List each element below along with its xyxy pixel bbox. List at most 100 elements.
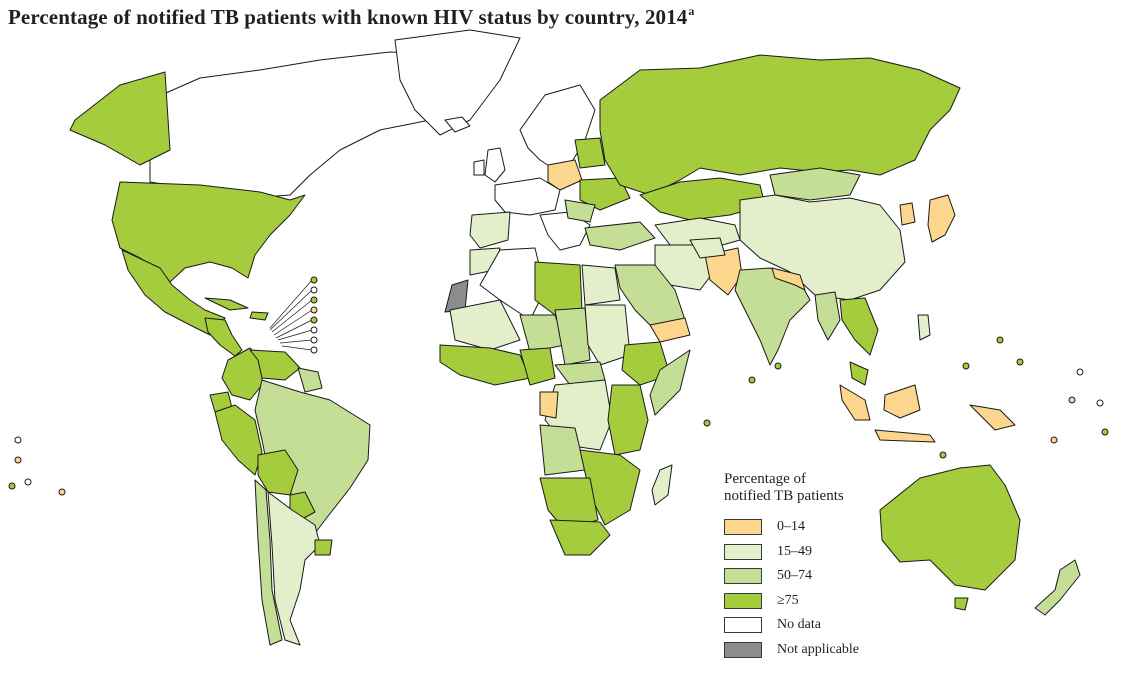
tasmania[interactable] [954, 597, 969, 611]
romania[interactable] [564, 199, 596, 223]
chad[interactable] [554, 307, 591, 366]
madagascar[interactable] [651, 464, 673, 506]
legend-label: 50–74 [777, 568, 812, 584]
greenland[interactable] [394, 29, 521, 136]
spain-portugal[interactable] [469, 211, 511, 249]
legend-swatch [724, 519, 762, 536]
central-america[interactable] [204, 317, 243, 357]
philippines[interactable] [917, 314, 931, 341]
island-marker[interactable] [1050, 436, 1058, 444]
callout-marker[interactable] [310, 276, 318, 284]
legend-title: Percentage of notified TB patients [724, 471, 944, 505]
callout-marker[interactable] [310, 286, 318, 294]
yemen-oman[interactable] [649, 317, 691, 343]
island-marker[interactable] [1101, 428, 1109, 436]
java[interactable] [874, 429, 936, 443]
caribbean-callouts [269, 279, 313, 351]
peru[interactable] [214, 404, 263, 476]
china[interactable] [739, 194, 906, 301]
iceland[interactable] [444, 116, 471, 133]
mongolia[interactable] [769, 167, 861, 201]
legend-item-75-plus: ≥75 [724, 589, 944, 614]
island-marker[interactable] [58, 488, 66, 496]
kenya-tanzania[interactable] [607, 384, 649, 456]
argentina[interactable] [267, 491, 321, 646]
callout-marker[interactable] [310, 346, 318, 354]
egypt[interactable] [581, 264, 621, 306]
nepal-bangladesh[interactable] [771, 267, 806, 291]
callout-marker[interactable] [310, 336, 318, 344]
legend-label: Not applicable [777, 641, 860, 657]
somalia[interactable] [649, 349, 691, 416]
mauritania-mali[interactable] [449, 299, 521, 351]
russia[interactable] [599, 54, 961, 196]
gabon[interactable] [539, 391, 559, 419]
callout-marker[interactable] [310, 326, 318, 334]
island-marker[interactable] [24, 478, 32, 486]
nigeria[interactable] [519, 347, 556, 386]
callout-marker[interactable] [310, 306, 318, 314]
sudan[interactable] [584, 304, 631, 366]
uruguay[interactable] [314, 539, 333, 556]
legend-swatch [724, 592, 762, 609]
japan[interactable] [927, 194, 956, 243]
new-zealand[interactable] [1034, 559, 1081, 616]
callout-marker[interactable] [310, 296, 318, 304]
cuba[interactable] [204, 297, 249, 311]
united-kingdom[interactable] [484, 147, 506, 183]
western-europe[interactable] [494, 177, 561, 216]
belarus-baltics[interactable] [574, 137, 606, 169]
island-marker[interactable] [1068, 396, 1076, 404]
island-marker[interactable] [962, 362, 970, 370]
legend-label: ≥75 [777, 592, 799, 608]
thailand-indochina[interactable] [839, 297, 879, 356]
chile[interactable] [254, 479, 283, 646]
turkey[interactable] [584, 221, 656, 251]
legend-title-line2: notified TB patients [724, 488, 844, 504]
legend-item-15-49: 15–49 [724, 540, 944, 565]
indonesia[interactable] [839, 384, 871, 421]
poland[interactable] [547, 159, 583, 191]
legend-swatch [724, 617, 762, 634]
myanmar[interactable] [814, 291, 841, 341]
island-marker[interactable] [1076, 368, 1084, 376]
island-marker[interactable] [1096, 399, 1104, 407]
alaska[interactable] [69, 71, 171, 166]
island-marker[interactable] [703, 419, 711, 427]
malaysia[interactable] [849, 361, 869, 386]
legend-item-not-applicable: Not applicable [724, 638, 944, 663]
australia[interactable] [879, 464, 1021, 591]
afghanistan[interactable] [689, 237, 726, 259]
brazil[interactable] [254, 379, 371, 541]
callout-marker[interactable] [310, 316, 318, 324]
legend-item-no-data: No data [724, 613, 944, 638]
island-marker[interactable] [748, 376, 756, 384]
island-marker[interactable] [8, 482, 16, 490]
island-marker[interactable] [14, 436, 22, 444]
ukraine[interactable] [579, 177, 631, 211]
pakistan[interactable] [704, 247, 743, 296]
guianas[interactable] [297, 367, 323, 393]
papua-new-guinea[interactable] [969, 404, 1016, 431]
south-africa[interactable] [549, 519, 611, 556]
west-africa[interactable] [439, 344, 531, 386]
borneo[interactable] [883, 384, 921, 419]
ireland[interactable] [473, 159, 485, 176]
legend-item-0-14: 0–14 [724, 515, 944, 540]
legend-label: No data [777, 617, 821, 633]
korea[interactable] [899, 202, 916, 226]
united-states[interactable] [111, 181, 306, 283]
legend-label: 15–49 [777, 543, 812, 559]
island-marker[interactable] [939, 451, 947, 459]
legend-title-line1: Percentage of [724, 471, 807, 487]
island-marker[interactable] [996, 336, 1004, 344]
legend-swatch [724, 641, 762, 658]
island-marker[interactable] [774, 362, 782, 370]
island-marker[interactable] [1016, 358, 1024, 366]
island-marker[interactable] [14, 456, 22, 464]
legend-label: 0–14 [777, 519, 805, 535]
venezuela[interactable] [249, 349, 301, 381]
hispaniola[interactable] [249, 311, 269, 321]
libya[interactable] [534, 261, 583, 316]
